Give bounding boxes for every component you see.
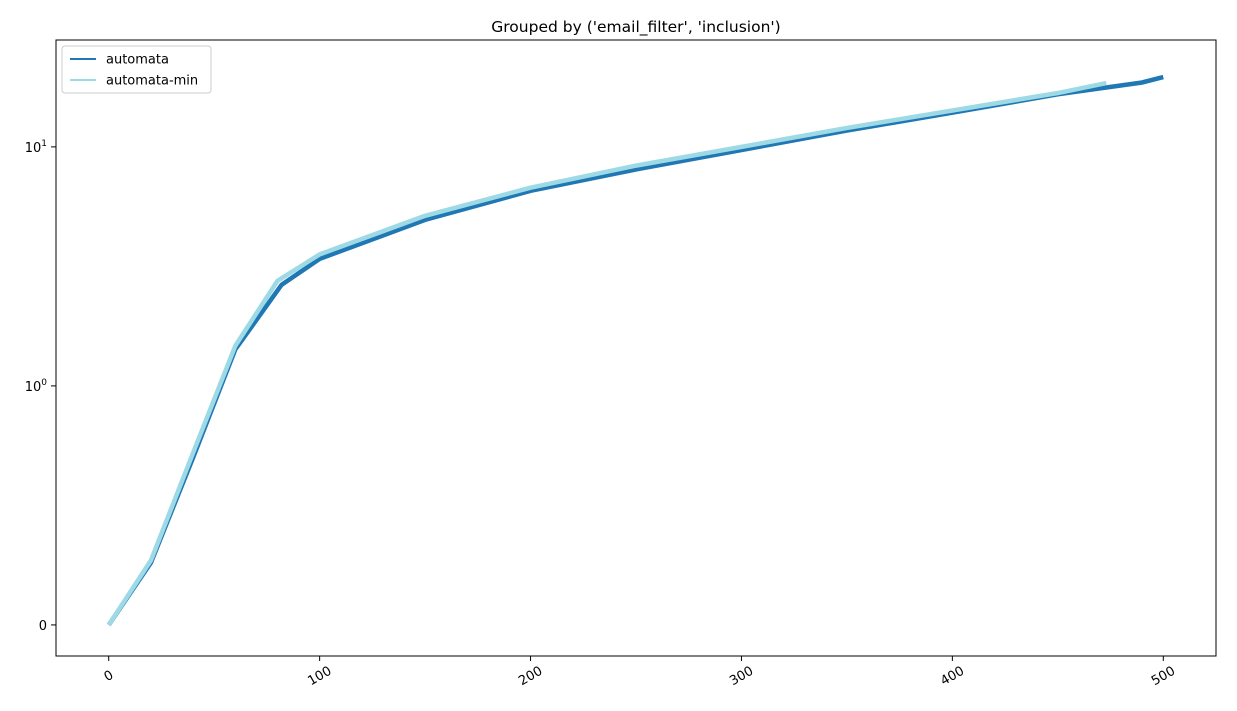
series-layer [106, 74, 1164, 627]
legend-box [61, 45, 212, 94]
y-tick-label: 101 [25, 139, 47, 156]
legend: automata automata-min [61, 45, 212, 94]
plot-frame [55, 39, 1217, 657]
series-line-automata-min [106, 80, 1107, 627]
chart-title: Grouped by ('email_filter', 'inclusion') [491, 18, 780, 37]
y-tick-label: 0 [39, 619, 47, 634]
legend-label: automata [106, 53, 169, 68]
legend-label: automata-min [106, 74, 198, 89]
y-axis: 0 100 101 [25, 139, 56, 634]
y-tick-label: 100 [25, 378, 48, 395]
